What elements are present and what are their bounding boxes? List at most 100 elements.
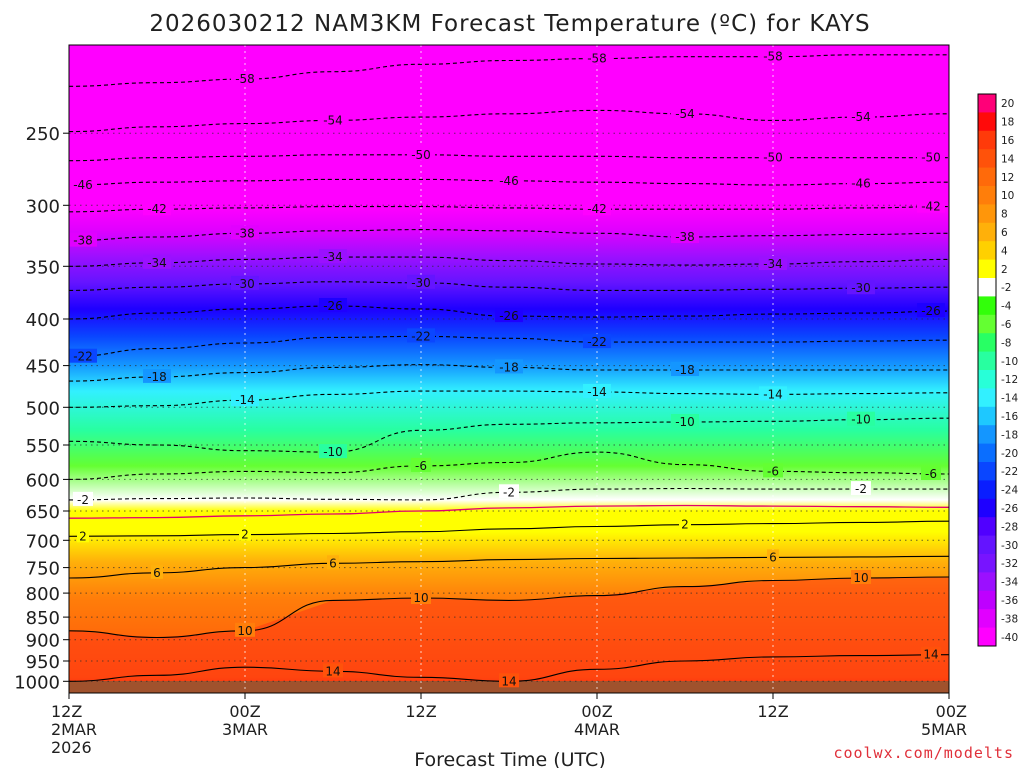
x-tick-label-12-1: 3MAR (222, 720, 268, 739)
isotherm-label--18: -18 (499, 360, 519, 374)
x-tick-label-36-1: 4MAR (574, 720, 620, 739)
isotherm-label-bg--30 (231, 275, 259, 290)
isotherm-label--2: -2 (855, 482, 867, 496)
y-tick-label-850: 850 (26, 608, 60, 629)
isotherm-label--14: -14 (235, 393, 255, 407)
isotherm-label--46: -46 (73, 178, 93, 192)
colorbar-swatch-8 (978, 204, 996, 224)
colorbar-label-2: 2 (1001, 264, 1008, 276)
isotherm-label-2: 2 (79, 529, 87, 543)
isotherm-label--58: -58 (235, 72, 255, 86)
isotherm-label--54: -54 (851, 110, 871, 124)
x-axis-label: Forecast Time (UTC) (414, 749, 605, 768)
isotherm-label-bg--50 (917, 149, 945, 164)
colorbar-swatch--34 (978, 572, 996, 592)
colorbar-label--18: -18 (1001, 429, 1018, 441)
isotherm-label-bg-6 (327, 555, 339, 570)
colorbar-swatch--36 (978, 590, 996, 610)
colorbar-swatch-6 (978, 222, 996, 242)
isotherm-label-10: 10 (413, 591, 428, 605)
isotherm-label-bg--30 (847, 280, 875, 295)
isotherm-label-bg-10 (235, 622, 255, 637)
isotherm-line--10 (69, 417, 949, 453)
colorbar-swatch-14 (978, 149, 996, 169)
y-tick-label-300: 300 (26, 196, 60, 217)
isotherm-label-bg-6 (151, 564, 163, 579)
isotherm-label--22: -22 (411, 329, 431, 343)
isotherm-label-bg-2 (679, 516, 691, 531)
colorbar-label--24: -24 (1001, 485, 1018, 497)
plot-area: -58 -58 -58 -54 -54 -54 -50 -50 -50 -46 -46 -46 -42 -… (69, 45, 949, 693)
colorbar-swatch--16 (978, 406, 996, 426)
colorbar-swatch-2 (978, 259, 996, 279)
x-tick-label-60-0: 00Z (936, 702, 967, 721)
colorbar-swatch--8 (978, 333, 996, 353)
isotherm-label-bg--50 (759, 149, 787, 164)
colorbar-label-18: 18 (1001, 117, 1014, 129)
y-tick-label-800: 800 (26, 584, 60, 605)
colorbar-swatch--4 (978, 296, 996, 316)
isotherm-label-bg--34 (319, 249, 347, 264)
x-tick-label-12-0: 00Z (229, 702, 260, 721)
isotherm-label-bg--26 (917, 303, 945, 318)
y-tick-label-500: 500 (26, 398, 60, 419)
isotherm-label-bg--54 (671, 105, 699, 120)
colorbar-swatch--26 (978, 498, 996, 518)
colorbar-border (977, 93, 997, 647)
isotherm-label-bg--26 (319, 298, 347, 312)
isotherm-label--26: -26 (323, 299, 343, 313)
isotherm-label--42: -42 (921, 200, 941, 214)
isotherm-label-bg--34 (143, 254, 171, 269)
colorbar-swatch--28 (978, 517, 996, 537)
colorbar-swatch--18 (978, 425, 996, 445)
colorbar-swatch--24 (978, 480, 996, 500)
isotherm-label-bg--54 (847, 109, 875, 124)
isotherm-label-14: 14 (923, 648, 938, 662)
isotherm-label-bg-10 (411, 590, 431, 604)
isotherm-label-bg--22 (407, 328, 435, 343)
isotherm-label-bg--38 (231, 225, 259, 240)
colorbar-swatch--2 (978, 278, 996, 297)
isotherm-label-bg--46 (69, 177, 97, 191)
isotherm-label--46: -46 (851, 177, 871, 191)
isotherm-label--42: -42 (147, 202, 167, 216)
isotherm-label-bg--2 (851, 481, 871, 496)
isotherm-label-bg--22 (69, 348, 97, 363)
isotherm-line-2 (69, 520, 949, 537)
isotherm-label-bg--2 (73, 491, 93, 506)
isotherm-label-bg--18 (671, 362, 699, 376)
colorbar-label--36: -36 (1001, 595, 1018, 607)
colorbar-swatch-12 (978, 167, 996, 187)
colorbar-swatch--40 (978, 627, 996, 647)
colorbar-label-10: 10 (1001, 190, 1014, 202)
colorbar-swatch-10 (978, 186, 996, 205)
isotherm-label-bg--46 (847, 175, 875, 190)
colorbar-label--8: -8 (1001, 337, 1011, 349)
isotherm-label-14: 14 (501, 674, 516, 688)
x-tick-label-48-0: 12Z (757, 702, 788, 721)
isotherm-label-bg-14 (499, 673, 519, 688)
y-tick-label-400: 400 (26, 310, 60, 331)
isotherm-line-0 (69, 504, 949, 519)
isotherm-label-bg--6 (921, 466, 941, 480)
y-axis: 2503003504004505005506006507007508008509… (14, 124, 69, 693)
isotherm-label-bg--14 (231, 392, 259, 407)
colorbar-label--2: -2 (1001, 282, 1011, 294)
y-tick-label-900: 900 (26, 631, 60, 652)
watermark: coolwx.com/modelts (833, 744, 1014, 762)
isotherm-label--6: -6 (925, 467, 937, 481)
y-tick-label-550: 550 (26, 436, 60, 457)
isotherm-line--22 (69, 335, 949, 358)
y-tick-label-700: 700 (26, 531, 60, 552)
isotherm-label--6: -6 (767, 464, 779, 478)
isotherm-label--14: -14 (587, 385, 607, 399)
isotherm-label--38: -38 (235, 226, 255, 240)
isotherm-label-bg-10 (851, 570, 871, 584)
colorbar-label--20: -20 (1001, 448, 1018, 460)
colorbar-label--4: -4 (1001, 301, 1012, 313)
colorbar-swatch--20 (978, 443, 996, 463)
isotherm-label-10: 10 (853, 571, 868, 585)
isotherm-label-bg--54 (319, 112, 347, 127)
isotherm-label--10: -10 (851, 413, 871, 427)
